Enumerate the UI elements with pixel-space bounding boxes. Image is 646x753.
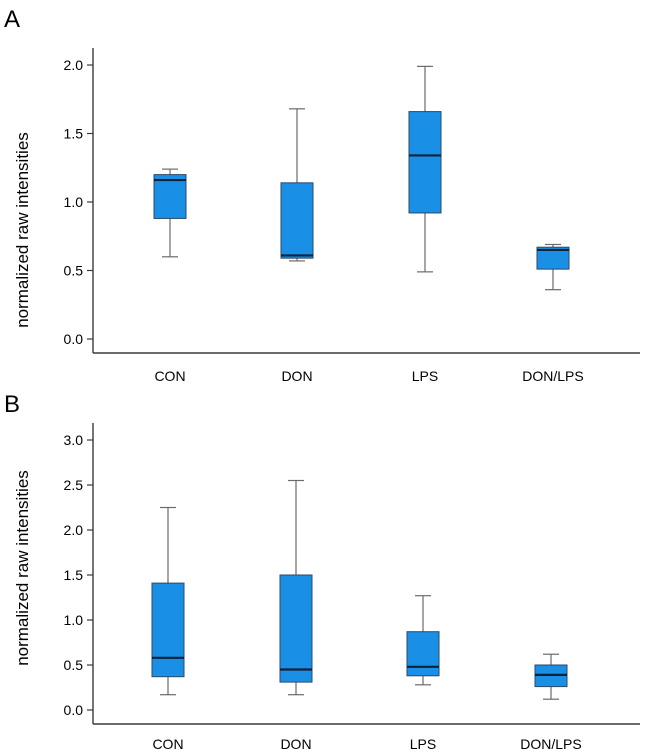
panel-b-y-tick-label: 3.0 xyxy=(64,432,84,448)
panel-a-box-don xyxy=(280,108,314,262)
panel-a-category-label: DON/LPS xyxy=(522,368,583,384)
panel-b-chart: B normalized raw intensities 0.0 0.5 1.0 1.… xyxy=(4,391,640,752)
panel-b-box-don-lps xyxy=(534,653,568,700)
panel-b-category-label: LPS xyxy=(410,736,436,752)
panel-b-y-tick-label: 2.0 xyxy=(64,522,84,538)
panel-b-box-con xyxy=(151,506,185,696)
panel-a-y-tick-label: 1.5 xyxy=(64,126,84,142)
panel-b-y-tick-label: 0.5 xyxy=(64,657,84,673)
panel-a-letter: A xyxy=(4,6,20,33)
iqr-box xyxy=(279,574,313,683)
panel-a-category-label: LPS xyxy=(412,368,438,384)
panel-b-y-tick-label: 0.0 xyxy=(64,702,84,718)
panel-b-y-tick-label: 1.0 xyxy=(64,612,84,628)
panel-a-y-tick-label: 0.5 xyxy=(64,263,84,279)
panel-b-category-label: CON xyxy=(152,736,183,752)
panel-a-category-label: DON xyxy=(281,368,312,384)
iqr-box xyxy=(151,582,185,678)
panel-a-box-con xyxy=(153,168,187,258)
panel-b-category-label: DON xyxy=(280,736,311,752)
panel-b-category-label: DON/LPS xyxy=(520,736,581,752)
panel-a-box-lps xyxy=(408,65,442,273)
panel-a-box-don-lps xyxy=(536,243,570,291)
iqr-box xyxy=(280,182,314,259)
panel-b-box-don xyxy=(279,479,313,696)
panel-a-y-tick-label: 1.0 xyxy=(64,194,84,210)
panel-a-category-label: CON xyxy=(154,368,185,384)
panel-a-y-tick-label: 0.0 xyxy=(64,331,84,347)
iqr-box xyxy=(408,111,442,214)
panel-a-y-tick-label: 2.0 xyxy=(64,57,84,73)
iqr-box xyxy=(153,174,187,219)
iqr-box xyxy=(406,631,440,677)
iqr-box xyxy=(536,246,570,270)
panel-b-y-axis-title: normalized raw intensities xyxy=(13,470,32,666)
panel-b-y-tick-label: 2.5 xyxy=(64,477,84,493)
panel-b-letter: B xyxy=(4,391,20,418)
panel-b-y-tick-label: 1.5 xyxy=(64,567,84,583)
panel-a-chart: A normalized raw intensities 0.0 0.5 1.0 1.… xyxy=(4,6,640,384)
panel-a-y-axis-title: normalized raw intensities xyxy=(13,132,32,328)
panel-b-box-lps xyxy=(406,595,440,686)
